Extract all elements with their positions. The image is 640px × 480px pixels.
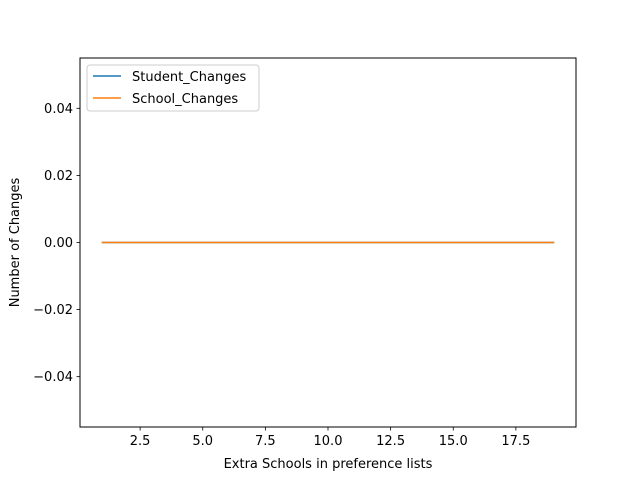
x-tick-label: 2.5 xyxy=(130,434,151,449)
y-axis-label: Number of Changes xyxy=(8,177,23,307)
y-tick-label: 0.02 xyxy=(44,169,73,184)
legend-label: School_Changes xyxy=(132,92,238,107)
y-tick-label: 0.04 xyxy=(44,102,73,117)
x-tick-label: 17.5 xyxy=(501,434,530,449)
x-axis-label: Extra Schools in preference lists xyxy=(224,457,433,472)
x-tick-label: 12.5 xyxy=(376,434,405,449)
x-tick-label: 5.0 xyxy=(192,434,213,449)
y-tick-label: −0.04 xyxy=(33,370,73,385)
x-tick-label: 10.0 xyxy=(314,434,343,449)
legend-label: Student_Changes xyxy=(132,70,246,85)
x-tick-label: 15.0 xyxy=(439,434,468,449)
x-axis-ticks: 2.5 5.0 7.5 10.0 12.5 15.0 17.5 xyxy=(130,427,530,449)
x-tick-label: 7.5 xyxy=(255,434,276,449)
y-tick-label: −0.02 xyxy=(33,303,73,318)
y-axis-ticks: −0.04 −0.02 0.00 0.02 0.04 xyxy=(33,102,80,385)
legend: Student_Changes School_Changes xyxy=(86,64,260,112)
legend-box xyxy=(86,64,260,112)
y-tick-label: 0.00 xyxy=(44,236,73,251)
